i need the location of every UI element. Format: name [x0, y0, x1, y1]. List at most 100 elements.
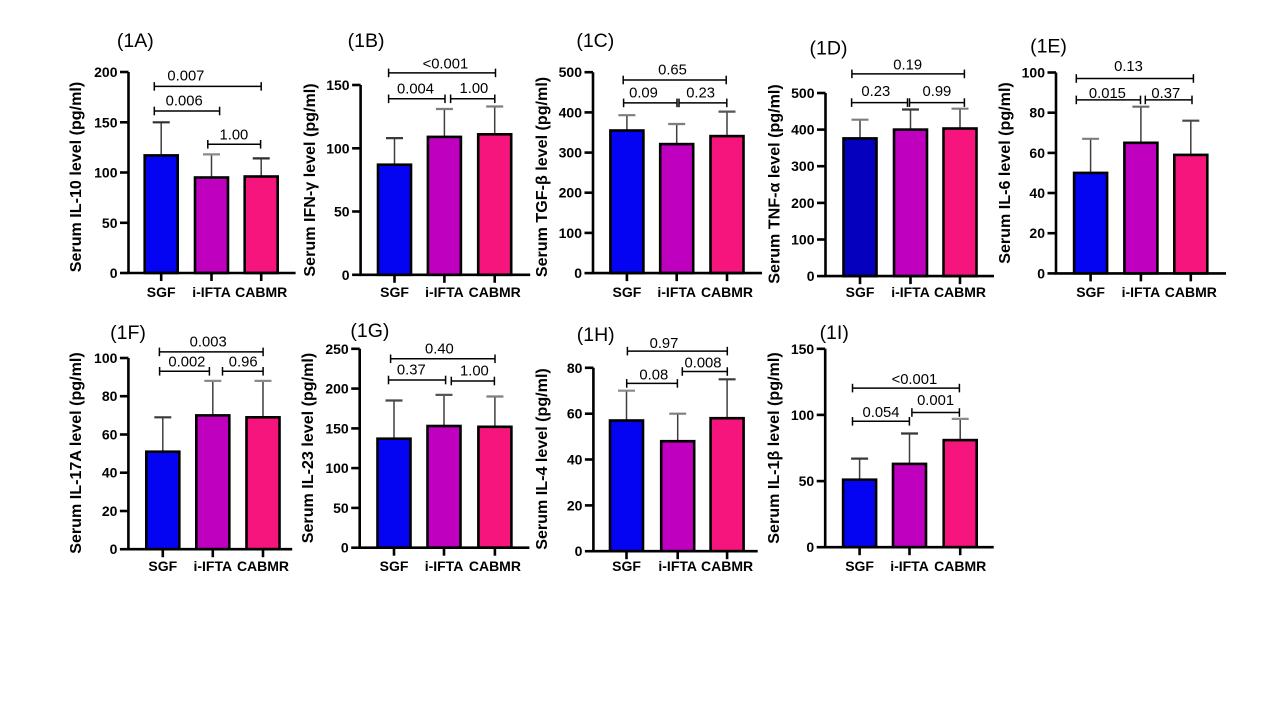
svg-text:0.37: 0.37 — [397, 363, 426, 379]
svg-text:Serum IL-17A level (pg/ml): Serum IL-17A level (pg/ml) — [67, 352, 85, 554]
svg-text:300: 300 — [559, 145, 583, 161]
svg-text:40: 40 — [1029, 185, 1045, 201]
svg-text:1.00: 1.00 — [459, 81, 488, 97]
svg-text:i-IFTA: i-IFTA — [192, 284, 231, 300]
svg-text:(1A): (1A) — [117, 30, 154, 52]
svg-text:0.003: 0.003 — [190, 335, 227, 351]
svg-text:0: 0 — [574, 265, 582, 281]
svg-text:150: 150 — [94, 114, 118, 130]
svg-text:200: 200 — [791, 195, 815, 211]
svg-text:Serum IL-4 level (pg/ml): Serum IL-4 level (pg/ml) — [533, 368, 551, 550]
svg-text:CABMR: CABMR — [701, 558, 753, 574]
svg-text:SGF: SGF — [612, 558, 641, 574]
svg-text:Serum TNF-α level (pg/ml): Serum TNF-α level (pg/ml) — [766, 84, 784, 283]
svg-text:40: 40 — [567, 452, 583, 468]
svg-text:Serum IL-23 level (pg/ml): Serum IL-23 level (pg/ml) — [299, 353, 317, 544]
svg-text:CABMR: CABMR — [701, 284, 753, 300]
svg-text:i-IFTA: i-IFTA — [193, 558, 232, 574]
svg-text:0.004: 0.004 — [397, 81, 434, 97]
svg-text:150: 150 — [325, 420, 349, 436]
svg-text:150: 150 — [791, 341, 815, 357]
svg-text:SGF: SGF — [613, 284, 642, 300]
svg-text:SGF: SGF — [846, 284, 875, 300]
svg-text:0: 0 — [341, 540, 349, 556]
svg-text:50: 50 — [799, 473, 815, 489]
svg-text:100: 100 — [559, 225, 583, 241]
svg-text:50: 50 — [102, 215, 118, 231]
svg-text:50: 50 — [333, 500, 349, 516]
svg-text:60: 60 — [1029, 145, 1045, 161]
svg-text:0.002: 0.002 — [168, 355, 205, 371]
svg-text:0: 0 — [110, 265, 118, 281]
svg-text:CABMR: CABMR — [235, 284, 287, 300]
svg-text:0: 0 — [342, 267, 350, 283]
svg-text:0.015: 0.015 — [1089, 86, 1126, 102]
svg-text:500: 500 — [791, 85, 815, 101]
svg-text:i-IFTA: i-IFTA — [658, 558, 697, 574]
svg-text:i-IFTA: i-IFTA — [1122, 284, 1161, 300]
svg-text:Serum IL-10 level (pg/ml): Serum IL-10 level (pg/ml) — [67, 82, 85, 273]
svg-text:20: 20 — [1029, 225, 1045, 241]
svg-text:Serum TGF-β level (pg/ml): Serum TGF-β level (pg/ml) — [533, 77, 551, 277]
svg-text:(1G): (1G) — [350, 320, 389, 342]
svg-text:40: 40 — [102, 465, 118, 481]
svg-text:0.054: 0.054 — [862, 405, 899, 421]
svg-text:Serum IL-1β level (pg/ml): Serum IL-1β level (pg/ml) — [765, 352, 783, 543]
svg-text:0.23: 0.23 — [861, 84, 890, 100]
svg-text:i-IFTA: i-IFTA — [425, 558, 464, 574]
svg-text:SGF: SGF — [147, 284, 176, 300]
svg-text:1.00: 1.00 — [460, 363, 489, 379]
svg-text:SGF: SGF — [148, 558, 177, 574]
svg-text:0.13: 0.13 — [1114, 59, 1143, 75]
svg-text:0.40: 0.40 — [425, 342, 454, 358]
svg-text:300: 300 — [791, 158, 815, 174]
svg-text:400: 400 — [791, 122, 815, 138]
svg-text:200: 200 — [325, 381, 349, 397]
svg-text:0.65: 0.65 — [658, 63, 687, 79]
svg-text:100: 100 — [326, 140, 350, 156]
svg-text:0.08: 0.08 — [639, 368, 668, 384]
svg-text:i-IFTA: i-IFTA — [890, 558, 929, 574]
svg-text:100: 100 — [791, 407, 815, 423]
svg-text:<0.001: <0.001 — [892, 372, 938, 388]
svg-text:(1C): (1C) — [576, 30, 614, 52]
svg-text:0: 0 — [110, 541, 118, 557]
svg-text:(1I): (1I) — [820, 322, 849, 344]
svg-text:(1D): (1D) — [810, 38, 848, 60]
svg-text:SGF: SGF — [380, 558, 409, 574]
svg-text:(1E): (1E) — [1030, 36, 1067, 58]
svg-text:0.37: 0.37 — [1151, 86, 1180, 102]
svg-text:0.23: 0.23 — [686, 86, 715, 102]
svg-text:1.00: 1.00 — [219, 128, 248, 144]
svg-text:0.97: 0.97 — [650, 336, 679, 352]
svg-text:20: 20 — [102, 503, 118, 519]
svg-text:100: 100 — [94, 165, 118, 181]
svg-text:SGF: SGF — [1076, 284, 1105, 300]
svg-text:0.09: 0.09 — [629, 86, 658, 102]
svg-text:100: 100 — [1022, 65, 1046, 81]
svg-text:0: 0 — [806, 539, 814, 555]
svg-text:0.19: 0.19 — [893, 57, 922, 73]
svg-text:i-IFTA: i-IFTA — [891, 284, 930, 300]
svg-text:60: 60 — [102, 427, 118, 443]
svg-text:20: 20 — [567, 497, 583, 513]
svg-text:200: 200 — [559, 185, 583, 201]
svg-text:CABMR: CABMR — [469, 558, 521, 574]
svg-text:0.008: 0.008 — [684, 356, 721, 372]
svg-text:200: 200 — [94, 64, 118, 80]
svg-text:250: 250 — [325, 341, 349, 357]
svg-text:CABMR: CABMR — [237, 558, 289, 574]
svg-text:0: 0 — [1037, 265, 1045, 281]
svg-text:<0.001: <0.001 — [423, 56, 469, 72]
svg-text:80: 80 — [102, 388, 118, 404]
svg-text:0.001: 0.001 — [917, 393, 954, 409]
svg-text:0.007: 0.007 — [167, 69, 204, 85]
svg-text:150: 150 — [326, 77, 350, 93]
svg-text:(1H): (1H) — [577, 324, 615, 346]
svg-text:(1F): (1F) — [110, 322, 146, 344]
svg-text:SGF: SGF — [845, 558, 874, 574]
svg-text:Serum IL-6 level (pg/ml): Serum IL-6 level (pg/ml) — [996, 82, 1014, 264]
svg-text:0: 0 — [575, 543, 583, 559]
svg-text:CABMR: CABMR — [1165, 284, 1217, 300]
svg-text:400: 400 — [559, 104, 583, 120]
